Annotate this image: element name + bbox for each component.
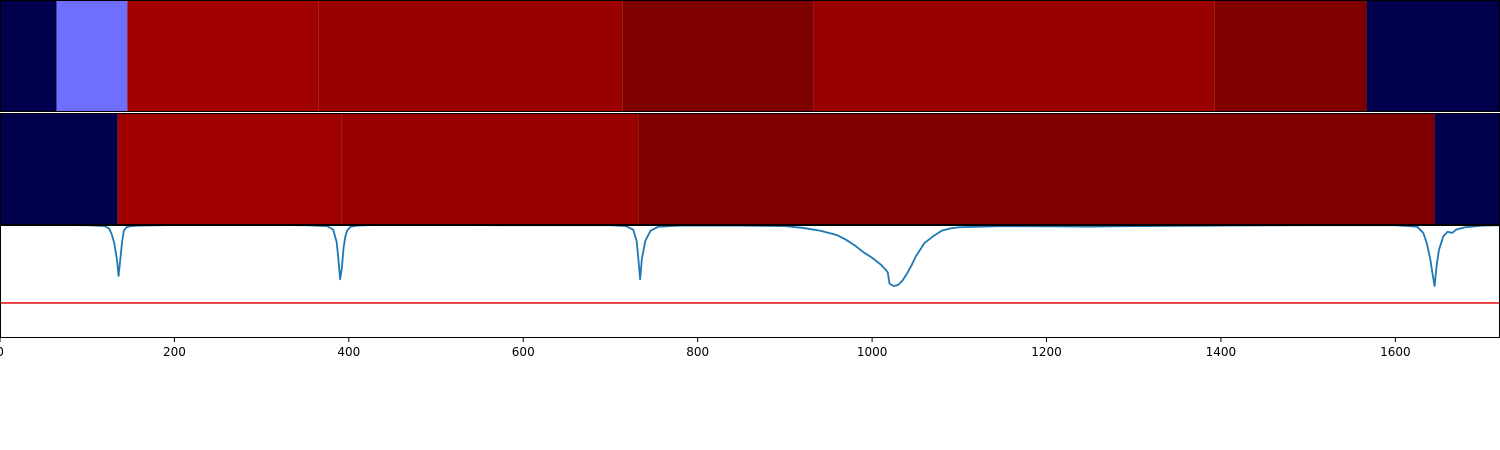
segment-row2-2 — [117, 113, 342, 225]
signal-curve — [0, 224, 1500, 287]
segment-row2-3 — [341, 113, 639, 225]
segment-row1-7 — [1214, 0, 1367, 112]
panel-frame-3 — [0, 225, 1500, 338]
segment-row1-1 — [0, 0, 57, 112]
x-tick-label-200: 200 — [163, 345, 186, 359]
curve-panel — [0, 224, 1500, 304]
segment-row-2 — [0, 113, 1500, 225]
x-tick-label-1200: 1200 — [1031, 345, 1062, 359]
x-axis: 0 200 400 600 800 1000 1200 1400 1600 — [0, 338, 1411, 359]
x-tick-label-1000: 1000 — [857, 345, 888, 359]
segment-row-1 — [0, 0, 1500, 112]
segment-row1-6 — [813, 0, 1215, 112]
segment-row2-5 — [1434, 113, 1500, 225]
x-tick-label-1400: 1400 — [1206, 345, 1237, 359]
segment-row1-2 — [56, 0, 128, 112]
segment-row1-3 — [127, 0, 319, 112]
x-tick-label-0: 0 — [0, 345, 4, 359]
segment-row2-1 — [0, 113, 118, 225]
x-tick-label-600: 600 — [512, 345, 535, 359]
segment-row1-5 — [622, 0, 814, 112]
x-tick-label-400: 400 — [337, 345, 360, 359]
segment-row1-4 — [318, 0, 623, 112]
x-tick-label-1600: 1600 — [1380, 345, 1411, 359]
segment-row1-8 — [1366, 0, 1500, 112]
x-tick-label-800: 800 — [686, 345, 709, 359]
segment-row2-4 — [638, 113, 1435, 225]
